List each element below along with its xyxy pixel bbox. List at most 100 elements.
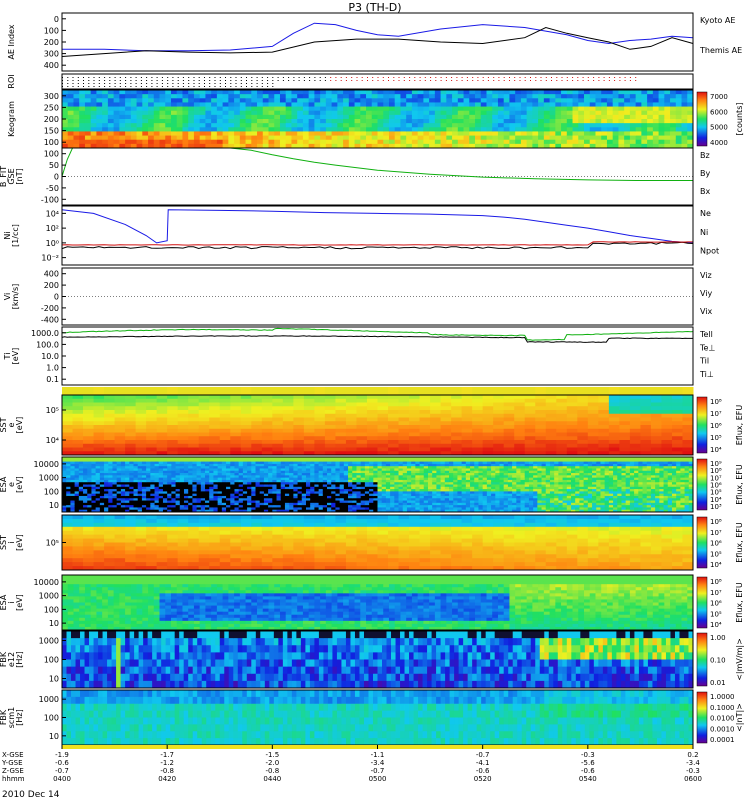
y-axis-label: Ni: [3, 231, 12, 239]
legend-Viz: Viz: [700, 271, 712, 280]
x-axis-tick-label: -0.3: [581, 751, 595, 759]
y-tick-label: 10000: [34, 460, 59, 469]
legend-Vix: Vix: [700, 307, 713, 316]
colorbar-label: Eflux, EFU: [735, 405, 744, 446]
series-npot: [61, 209, 694, 244]
colorbar-tick: 0.0001: [710, 736, 735, 744]
legend-Kyoto AE: Kyoto AE: [700, 16, 735, 25]
panel-vi: 400 200 0 -200 -400 Vi [km/s] Viz Viy Vix: [3, 267, 713, 326]
x-axis-tick-label: -1.1: [371, 751, 385, 759]
x-axis-tick-label: -0.8: [160, 767, 174, 775]
panel-bfit: 100 50 0 -50 -100 B_FIT GSE [nT] Bz By Bx: [0, 147, 710, 206]
y-tick-label: 1000: [39, 592, 59, 601]
y-axis-label: AE Index: [7, 24, 16, 59]
y-tick-label: 200: [44, 115, 59, 124]
y-axis-label: B_FIT: [0, 166, 8, 187]
x-axis-tick-label: -1.2: [160, 759, 174, 767]
fbk-bfield-spectrogram: [62, 690, 694, 746]
y-axis-label: FBK: [0, 709, 8, 725]
keogram-heatmap: [62, 90, 694, 149]
y-axis-label: e: [7, 422, 16, 427]
y-tick-label: 100: [44, 714, 59, 723]
panel-esa_i: 10000 1000 100 10 ESA i [eV] 10⁸ 10⁷ 10⁶ 10⁵ 10⁴ Efl…: [0, 574, 744, 631]
colorbar-tick: 0.10: [710, 657, 726, 665]
y-tick-label: -200: [41, 304, 59, 313]
colorbar-label: [counts]: [735, 103, 744, 136]
colorbar-tick: 1.0000: [710, 693, 735, 701]
colorbar-tick: 10⁴: [710, 561, 722, 569]
series-themis-ae: [61, 26, 694, 57]
colorbar-tick: 10⁷: [710, 474, 722, 482]
roi-marks: [62, 77, 637, 87]
panel-fbk_e: 1000 100 10 FBK e12 [Hz] 1.00 0.10 0.01 <|mV/m|>: [0, 630, 744, 689]
y-tick-label: 10⁰: [46, 239, 59, 248]
panel-fbk_b: 1000 100 10 FBK scm1 [Hz] 1.0000 0.1000 0.0100 0.…: [0, 689, 744, 746]
y-tick-label: -100: [41, 195, 59, 204]
x-axis-tick-label: -0.8: [265, 767, 279, 775]
colorbar-tick: 0.0010: [710, 725, 735, 733]
colorbar-tick: 6000: [710, 108, 728, 116]
panel-band: [62, 387, 694, 395]
y-tick-label: 100: [44, 26, 59, 35]
panel-ae: 0 100 200 300 400 AE Index Kyoto AE Themis AE: [7, 12, 742, 72]
colorbar-tick: 10⁷: [710, 529, 722, 537]
y-tick-label: -400: [41, 315, 59, 324]
colorbar-tick: 10⁶: [710, 422, 722, 430]
legend-Ni: Ni: [700, 228, 708, 237]
y-axis-label: SST: [0, 417, 8, 432]
colorbar-tick: 10⁸: [710, 398, 722, 406]
x-axis-tick-label: -1.5: [265, 751, 279, 759]
x-axis-tick-label: -4.1: [476, 759, 490, 767]
colorbar-label: <|nT|>: [735, 703, 744, 732]
legend-Te⊥: Te⊥: [699, 343, 715, 352]
colorbar-tick: 10⁶: [710, 540, 722, 548]
y-tick-label: 200: [44, 38, 59, 47]
y-axis-label: [Hz]: [15, 709, 24, 725]
series-til: [61, 327, 694, 341]
y-axis-label: [Hz]: [15, 651, 24, 667]
y-tick-label: 10.0: [41, 352, 59, 361]
y-axis-label: scm1: [7, 707, 16, 728]
y-axis-label: GSE: [7, 168, 16, 184]
y-axis-label: ESA: [0, 594, 8, 610]
legend-Tell: Tell: [699, 330, 713, 339]
legend-Npot: Npot: [700, 247, 719, 256]
x-axis-tick-label: -5.6: [581, 759, 595, 767]
y-axis-label: FBK: [0, 651, 8, 667]
date-label: 2010 Dec 14: [2, 790, 60, 800]
colorbar-tick: 7000: [710, 93, 728, 101]
x-axis-tick-label: 0.2: [687, 751, 698, 759]
x-axis-tick-label: 0420: [158, 775, 176, 783]
y-tick-label: 150: [44, 127, 59, 136]
colorbar-tick: 0.0100: [710, 715, 735, 723]
x-axis-tick-label: 0540: [579, 775, 597, 783]
y-axis-label: [eV]: [15, 417, 24, 434]
esa-electron-spectrogram: [62, 457, 694, 513]
colorbar-tick: 10⁵: [710, 434, 722, 442]
y-axis-label: e12: [7, 652, 16, 667]
colorbar-tick: 10⁵: [710, 550, 722, 558]
esa-ion-spectrogram: [62, 575, 694, 631]
y-axis-label: [km/s]: [11, 284, 20, 310]
sst-electron-spectrogram: [62, 395, 694, 456]
x-axis-tick-label: 0400: [53, 775, 71, 783]
y-tick-label: -50: [46, 184, 59, 193]
colorbar-label: <|mV/m|>: [735, 638, 744, 681]
y-tick-label: 400: [44, 270, 59, 279]
colorbar-tick: 0.1000: [710, 704, 735, 712]
y-tick-label: 0.1: [46, 375, 59, 384]
colorbar-label: Eflux, EFU: [735, 464, 744, 505]
y-tick-label: 400: [44, 61, 59, 70]
y-tick-label: 10⁴: [46, 209, 59, 218]
y-tick-label: 10: [49, 619, 59, 628]
y-tick-label: 10: [49, 675, 59, 684]
series-ne: [61, 241, 693, 246]
y-axis-label: [eV]: [15, 594, 24, 611]
plot-title: P3 (TH-D): [348, 1, 401, 14]
panel-sst_i: 10⁵ SST i [eV] 10⁸ 10⁷ 10⁶ 10⁵ 10⁴ Eflux, EFU: [0, 514, 744, 571]
x-axis-tick-label: -2.0: [265, 759, 279, 767]
x-axis: X-GSEY-GSEZ-GSEhhmm-1.9-0.6-0.70400-1.7-…: [1, 745, 702, 783]
colorbar-tick: 10⁵: [710, 489, 722, 497]
